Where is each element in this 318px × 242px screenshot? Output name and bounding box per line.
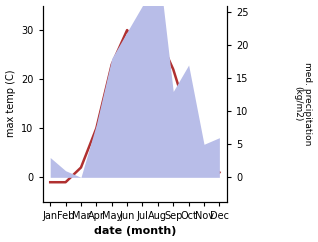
- Y-axis label: max temp (C): max temp (C): [5, 70, 16, 137]
- Y-axis label: med. precipitation
(kg/m2): med. precipitation (kg/m2): [293, 62, 313, 145]
- X-axis label: date (month): date (month): [93, 227, 176, 236]
